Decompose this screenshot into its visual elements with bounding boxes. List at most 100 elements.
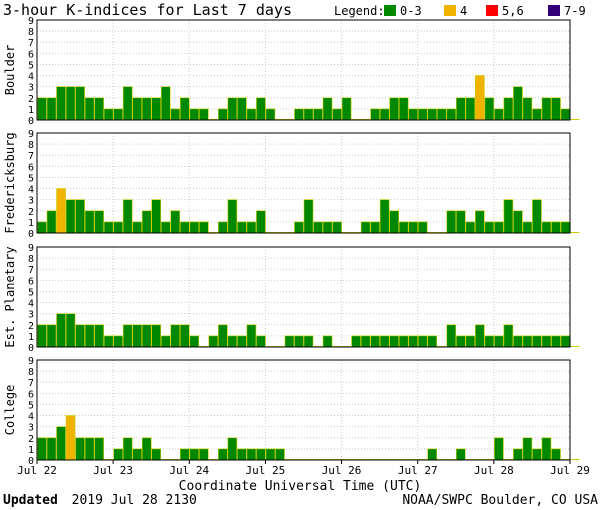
k-index-bar: [84, 324, 95, 348]
y-tick-label: 9: [28, 356, 34, 367]
station-label: Est. Planetary: [3, 246, 17, 347]
k-index-bar: [227, 97, 238, 121]
k-index-bar: [494, 437, 504, 461]
k-index-bar: [294, 335, 304, 348]
k-index-bar: [227, 437, 238, 461]
station-panels: 0123456789Boulder0123456789Fredericksbur…: [3, 16, 580, 467]
k-index-bar: [475, 324, 485, 348]
x-tick-label: Jul 29: [550, 464, 590, 477]
x-tick-label: Jul 24: [169, 464, 209, 477]
x-tick-label: Jul 28: [474, 464, 514, 477]
y-tick-label: 1: [28, 105, 34, 116]
y-tick-label: 0: [28, 229, 34, 240]
k-index-bar: [151, 199, 162, 234]
panel-frame: [36, 19, 571, 121]
k-index-bar: [475, 210, 485, 234]
k-index-bar: [46, 437, 57, 461]
k-index-bar: [179, 221, 190, 234]
k-index-bar: [246, 324, 257, 348]
k-index-bar: [65, 313, 76, 348]
k-index-bar: [122, 86, 133, 121]
k-index-bar: [303, 199, 314, 234]
y-tick-label: 3: [28, 83, 34, 94]
y-tick-label: 1: [28, 218, 34, 229]
x-tick-label: Jul 23: [93, 464, 133, 477]
legend: Legend: 0-3 4 5,6 7-9: [334, 4, 586, 18]
station-label: Fredericksburg: [3, 132, 17, 233]
k-index-bar: [503, 97, 514, 121]
k-index-bar: [113, 221, 123, 234]
k-index-bar: [65, 415, 76, 461]
x-tick-label: Jul 25: [246, 464, 286, 477]
y-tick-label: 2: [28, 434, 34, 445]
legend-entry-label: 4: [460, 4, 467, 18]
k-index-bar: [218, 324, 228, 348]
k-index-bar: [322, 221, 333, 234]
k-index-bar: [37, 97, 47, 121]
k-index-bar: [151, 324, 162, 348]
k-index-bar: [84, 97, 95, 121]
k-index-bar: [218, 108, 228, 121]
k-index-bar: [179, 448, 190, 461]
k-index-bar: [313, 108, 323, 121]
k-index-bar: [94, 210, 104, 234]
k-index-bar: [256, 210, 266, 234]
x-tick-label: Jul 26: [322, 464, 362, 477]
k-index-bar: [256, 97, 266, 121]
k-index-bar: [446, 324, 457, 348]
k-index-bar: [494, 221, 504, 234]
k-index-bar: [560, 221, 571, 234]
k-index-bar: [551, 221, 561, 234]
k-index-bar: [113, 335, 123, 348]
k-index-bar: [56, 86, 66, 121]
k-index-bar: [218, 221, 228, 234]
k-index-bar: [284, 335, 295, 348]
k-index-bar: [465, 97, 476, 121]
k-index-bar: [160, 86, 171, 121]
k-index-bar: [484, 97, 495, 121]
k-index-bar: [208, 335, 219, 348]
k-index-bar: [303, 335, 314, 348]
legend-swatch: [384, 5, 396, 16]
k-index-bar: [398, 97, 409, 121]
k-index-bar: [160, 335, 171, 348]
k-index-bar: [446, 108, 457, 121]
k-index-bar: [94, 324, 104, 348]
k-index-bar: [522, 221, 533, 234]
y-tick-label: 8: [28, 27, 34, 38]
k-index-bar: [417, 108, 428, 121]
k-index-bar: [94, 437, 104, 461]
k-index-bar: [532, 108, 542, 121]
k-index-bar: [94, 97, 104, 121]
y-tick-label: 6: [28, 276, 34, 287]
k-index-bar: [46, 97, 57, 121]
footer-updated-label: Updated: [3, 493, 58, 508]
k-index-bar: [237, 335, 247, 348]
k-index-bar: [113, 448, 123, 461]
k-index-bar: [151, 97, 162, 121]
k-index-bar: [389, 335, 399, 348]
k-index-bar: [141, 324, 152, 348]
station-label: Boulder: [3, 45, 17, 96]
k-index-bar: [37, 324, 47, 348]
k-index-bar: [218, 448, 228, 461]
k-index-bar: [122, 324, 133, 348]
k-index-bar: [379, 199, 390, 234]
k-index-bar: [75, 199, 85, 234]
k-index-bar: [484, 221, 495, 234]
k-index-bar: [522, 97, 533, 121]
k-index-bar: [265, 448, 276, 461]
k-index-bar: [265, 108, 276, 121]
k-index-bar: [351, 335, 361, 348]
k-index-bar: [103, 221, 114, 234]
x-axis-ticks: Jul 22 Jul 23 Jul 24 Jul 25 Jul 26 Jul 27 Jul …: [17, 460, 590, 477]
k-index-bar: [227, 199, 238, 234]
y-tick-label: 0: [28, 456, 34, 467]
k-index-bar: [303, 108, 314, 121]
k-index-bar: [141, 210, 152, 234]
k-index-bar: [332, 221, 342, 234]
k-index-bar: [503, 199, 514, 234]
k-index-bar: [313, 221, 323, 234]
k-index-bar: [199, 448, 209, 461]
k-index-bar: [56, 313, 66, 348]
